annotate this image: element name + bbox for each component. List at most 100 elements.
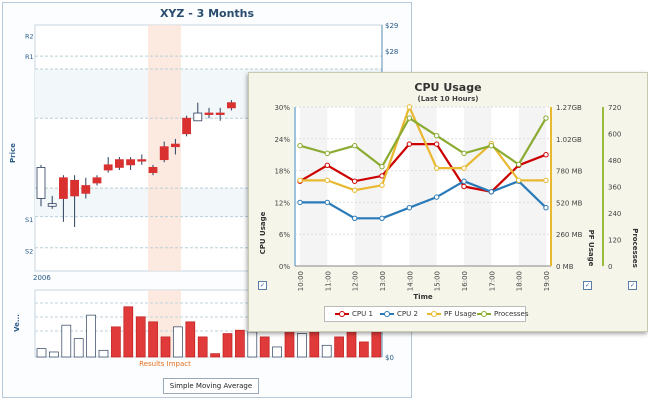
volume-bar (148, 321, 158, 358)
cpu-left-tick: 6% (279, 231, 290, 239)
volume-bar (272, 346, 282, 358)
volume-bar (73, 338, 84, 358)
series-point (433, 165, 440, 171)
volume-bar (185, 321, 196, 358)
series-point (351, 215, 358, 222)
candle-body (47, 203, 57, 207)
volume-tick-label: $0 (385, 354, 394, 362)
series-point (433, 194, 440, 200)
legend-label: Processes (494, 310, 529, 318)
candle-body (193, 112, 203, 122)
series-point (515, 161, 522, 168)
legend-item[interactable]: PF Usage (427, 307, 476, 321)
cpu-left-tick: 30% (274, 104, 290, 112)
price-tick-label: $28 (385, 48, 398, 56)
legend-label: PF Usage (444, 310, 477, 318)
pf-usage-tick: 780 MB (556, 168, 583, 176)
volume-bar (235, 329, 245, 358)
legend-swatch (427, 311, 441, 317)
volume-bar (49, 351, 59, 358)
series-point (379, 163, 385, 170)
series-point (379, 173, 385, 179)
volume-bar (135, 316, 146, 358)
cpu-left-tick: 24% (274, 136, 290, 144)
time-tick-label: 15:00 (434, 271, 442, 291)
time-tick-label: 17:00 (488, 271, 496, 291)
cpu-usage-axis-checkbox[interactable]: ✓ (258, 281, 267, 290)
series-point (324, 177, 331, 184)
time-tick-label: 16:00 (461, 271, 469, 291)
series-point (351, 142, 358, 149)
stock-chart-title: XYZ - 3 Months (159, 7, 255, 20)
candle-body (148, 167, 158, 173)
candle-body (204, 112, 214, 115)
series-point (379, 182, 385, 188)
processes-axis-checkbox[interactable]: ✓ (628, 281, 637, 290)
legend-item[interactable]: Processes (477, 307, 529, 321)
pf-usage-axis-checkbox[interactable]: ✓ (583, 281, 592, 290)
series-point (379, 215, 385, 222)
cpu-chart-title: CPU Usage (414, 81, 482, 94)
volume-bar (210, 353, 220, 358)
pf-usage-tick: 0 MB (556, 263, 574, 271)
volume-bar (247, 331, 258, 358)
time-tick-label: 10:00 (297, 271, 305, 291)
candle-body (182, 117, 192, 135)
level-label: S1 (25, 216, 33, 224)
cpu-left-tick: 12% (274, 199, 290, 207)
candle-body (36, 167, 46, 199)
time-tick-label: 11:00 (324, 271, 332, 291)
time-tick-label: 19:00 (543, 271, 551, 291)
volume-bar (98, 349, 109, 358)
pf-usage-tick: 1.02GB (556, 136, 582, 144)
volume-bar (61, 324, 72, 358)
legend-item[interactable]: CPU 2 (380, 307, 418, 321)
series-point (406, 141, 413, 147)
cpu-left-tick: 0% (279, 263, 290, 271)
series-point (543, 205, 549, 211)
processes-tick: 480 (608, 157, 621, 165)
pf-usage-tick: 520 MB (556, 199, 583, 207)
processes-tick: 0 (608, 263, 612, 271)
price-tick-label: $29 (385, 22, 398, 30)
simple-moving-average-button[interactable]: Simple Moving Average (163, 378, 259, 394)
series-point (543, 177, 549, 184)
cpu-plot-column (300, 107, 328, 266)
volume-bar (297, 333, 307, 358)
series-point (543, 152, 549, 158)
candle-body (126, 159, 135, 166)
volume-bar (359, 341, 369, 358)
volume-bar (259, 336, 270, 358)
legend-swatch (477, 311, 491, 317)
pf-usage-tick: 1.27GB (556, 104, 582, 112)
series-point (406, 104, 413, 110)
volume-bar (173, 326, 183, 358)
time-axis-label: Time (413, 293, 432, 301)
processes-tick: 720 (608, 104, 621, 112)
series-point (433, 141, 440, 147)
legend-item[interactable]: CPU 1 (335, 307, 373, 321)
candle-body (226, 102, 236, 109)
volume-bar (160, 336, 171, 358)
series-point (461, 178, 467, 184)
pf-usage-axis-label: PF Usage (587, 230, 595, 267)
processes-tick: 360 (608, 184, 621, 192)
volume-bar (197, 336, 208, 358)
cpu-chart-legend: CPU 1 CPU 2 PF Usage Processes (324, 306, 529, 322)
candle-body (170, 143, 180, 148)
series-point (324, 199, 331, 206)
cpu-chart-svg: 30% 24% 18% 12% 6% 0% 1.27GB 1.02GB 780 MB 520 MB… (259, 104, 639, 301)
time-tick-label: 18:00 (516, 271, 524, 291)
series-point (297, 142, 303, 149)
series-line-processes (299, 116, 547, 168)
volume-bar (36, 348, 47, 358)
cpu-usage-axis-label: CPU Usage (259, 211, 267, 254)
series-point (324, 150, 331, 157)
cpu-usage-panel: CPU Usage (Last 10 Hours) 30% 24% 18% 12% 6%… (248, 72, 648, 332)
series-point (461, 165, 467, 171)
candle-body (59, 177, 68, 199)
series-point (488, 142, 495, 149)
series-point (406, 205, 413, 211)
candle-body (215, 112, 225, 115)
cpu-left-tick: 18% (274, 168, 290, 176)
